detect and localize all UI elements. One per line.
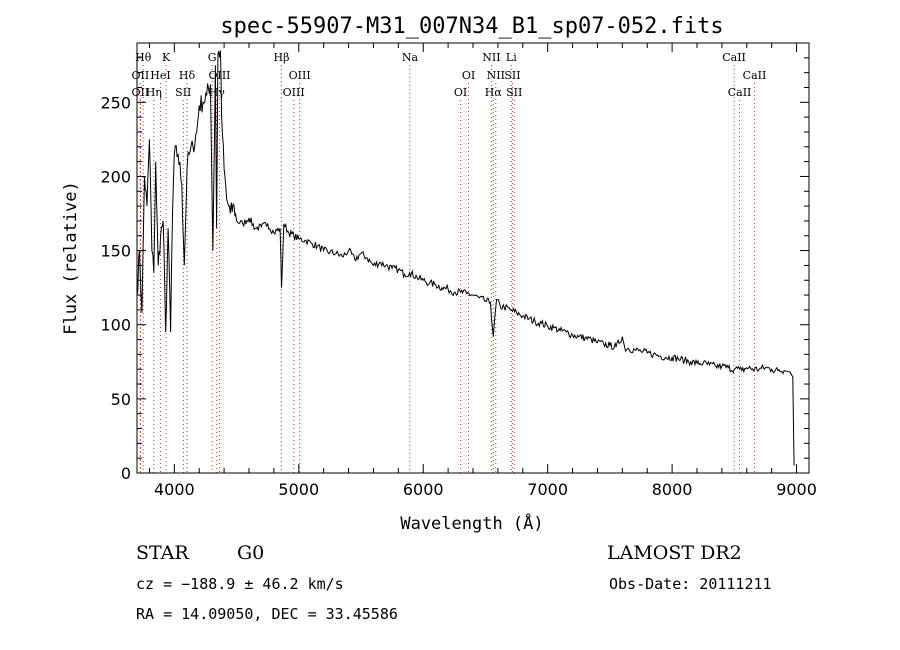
y-tick-label: 150 [100, 242, 131, 261]
spectral-line-labels: HθOIIOIIHηHeIKHδSIIGOIIIHγHβOIIIOIIINaOI… [132, 51, 767, 99]
spectral-line-label: NII [482, 51, 500, 64]
spectral-line-label: OIII [283, 86, 305, 99]
x-tick-label: 9000 [776, 480, 817, 499]
spectral-line-label: OIII [289, 69, 311, 82]
spectrum-line [136, 50, 795, 466]
spectral-line-label: OIII [208, 69, 230, 82]
spectral-line-label: K [162, 51, 171, 64]
redshift-velocity: cz = −188.9 ± 46.2 km/s [136, 575, 344, 593]
x-tick-label: 4000 [154, 480, 195, 499]
spectral-line-label: OII [132, 86, 150, 99]
spectral-line-label: OI [454, 86, 467, 99]
spectral-line-label: Hη [146, 86, 162, 99]
chart-title: spec-55907-M31_007N34_B1_sp07-052.fits [220, 14, 723, 39]
spectral-line-label: NII [487, 69, 505, 82]
y-tick-label: 250 [100, 93, 131, 112]
y-tick-label: 100 [100, 316, 131, 335]
spectral-line-label: Hα [485, 86, 503, 99]
spectral-line-label: SII [506, 86, 522, 99]
y-tick-label: 200 [100, 167, 131, 186]
spectral-line-label: CaII [728, 86, 752, 99]
x-tick-label: 5000 [278, 480, 319, 499]
object-class: STAR [136, 542, 189, 564]
observation-date: Obs-Date: 20111211 [609, 575, 772, 593]
y-tick-label: 50 [111, 390, 131, 409]
x-tick-label: 7000 [527, 480, 568, 499]
y-axis: 0 50 100 150 200 250 [100, 57, 809, 483]
x-axis-label: Wavelength (Å) [400, 512, 543, 534]
x-axis: 4000 5000 6000 7000 8000 9000 [148, 43, 817, 499]
spectral-line-label: HeI [150, 69, 170, 82]
spectral-line-label: G [208, 51, 217, 64]
spectral-line-label: Hδ [179, 69, 196, 82]
spectral-line-label: Li [506, 51, 517, 64]
y-tick-label: 0 [121, 464, 131, 483]
plot-frame [136, 42, 810, 474]
spectral-line-label: CaII [722, 51, 746, 64]
spectral-line-label: OI [462, 69, 475, 82]
spectral-line-markers [139, 65, 755, 473]
spectral-line-label: Hθ [135, 51, 152, 64]
spectral-line-label: Hγ [209, 86, 226, 99]
spectral-line-label: Na [402, 51, 419, 64]
spectral-line-label: OII [132, 69, 150, 82]
x-tick-label: 8000 [652, 480, 693, 499]
y-axis-label: Flux (relative) [61, 181, 81, 335]
survey-name: LAMOST DR2 [607, 542, 742, 564]
spectral-line-label: CaII [743, 69, 767, 82]
x-tick-label: 6000 [403, 480, 444, 499]
spectral-line-label: SII [175, 86, 191, 99]
object-subclass: G0 [237, 542, 265, 564]
coordinates: RA = 14.09050, DEC = 33.45586 [136, 605, 398, 623]
spectral-line-label: Hβ [274, 51, 290, 64]
spectral-line-label: SII [504, 69, 520, 82]
